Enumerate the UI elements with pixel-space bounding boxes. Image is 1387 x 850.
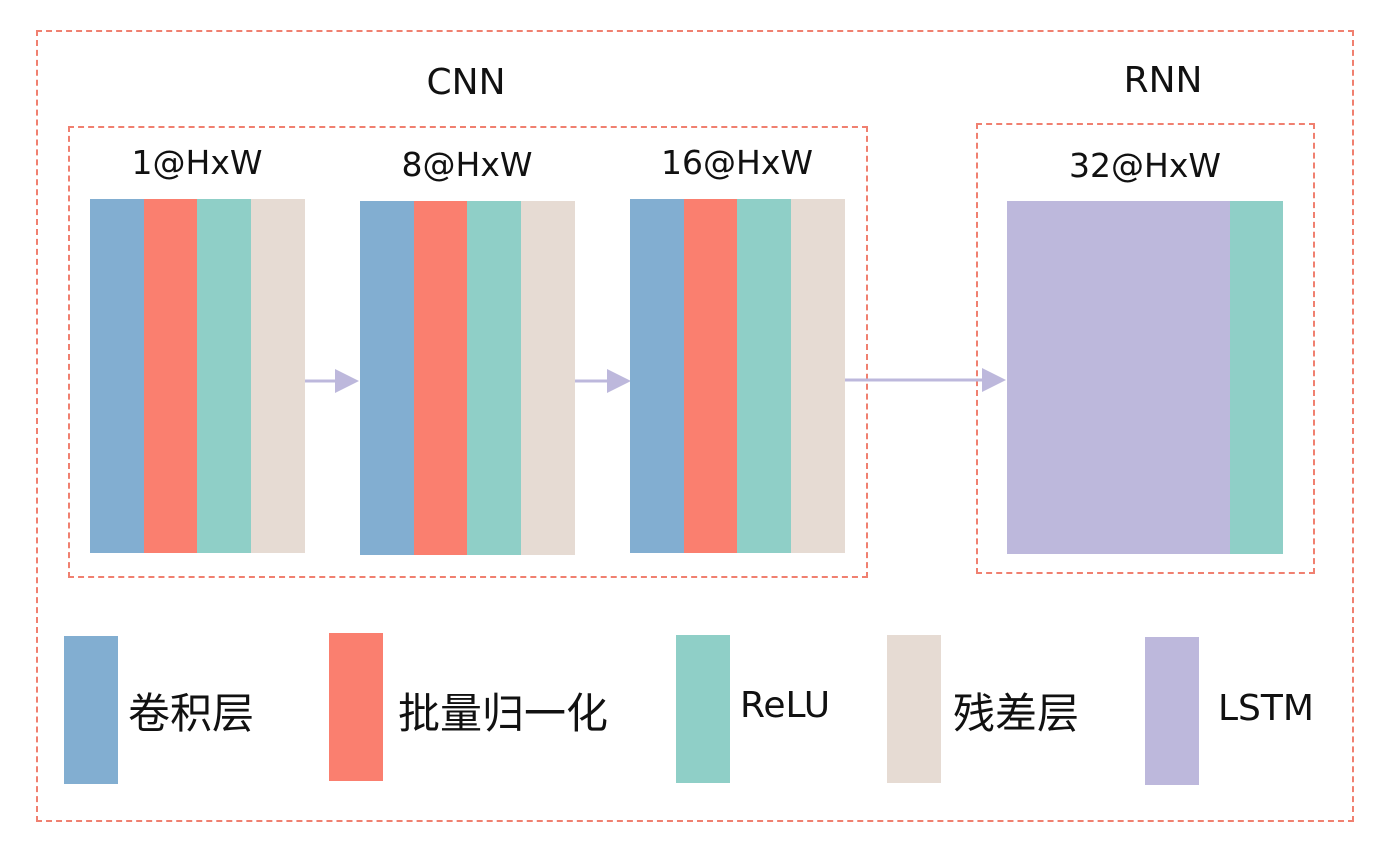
legend-label-bn: 批量归一化 xyxy=(398,689,609,738)
block-3-relu-layer xyxy=(737,199,792,553)
block-1-bn-layer xyxy=(143,199,198,553)
block-3-bn-layer xyxy=(683,199,738,553)
legend-swatch-relu xyxy=(676,635,730,783)
block-label-rnn: 32@HxW xyxy=(1069,146,1221,185)
block-2-bn-layer xyxy=(413,201,468,555)
outer-frame xyxy=(36,30,1354,822)
legend-label-lstm: LSTM xyxy=(1218,688,1314,729)
legend-swatch-bn xyxy=(329,633,383,781)
legend-swatch-residual xyxy=(887,635,941,783)
cnn-group-frame xyxy=(68,126,868,578)
block-2-relu-layer xyxy=(467,201,522,555)
rnn-lstm-layer xyxy=(1007,201,1230,554)
block-label-1: 1@HxW xyxy=(131,143,263,182)
legend-swatch-lstm xyxy=(1145,637,1199,785)
block-1-relu-layer xyxy=(197,199,252,553)
block-1-conv-layer xyxy=(90,199,144,553)
block-2-residual-layer xyxy=(520,201,575,555)
rnn-title: RNN xyxy=(1123,60,1203,101)
rnn-relu-layer xyxy=(1230,201,1283,554)
block-3-conv-layer xyxy=(630,199,684,553)
legend-label-conv: 卷积层 xyxy=(128,689,255,738)
block-2-conv-layer xyxy=(360,201,414,555)
legend-swatch-conv xyxy=(64,636,118,784)
cnn-title: CNN xyxy=(426,62,506,103)
legend-label-residual: 残差层 xyxy=(953,689,1080,738)
block-3-residual-layer xyxy=(790,199,845,553)
rnn-group-frame xyxy=(976,123,1315,574)
block-1-residual-layer xyxy=(250,199,305,553)
legend-label-relu: ReLU xyxy=(740,685,831,726)
block-label-3: 16@HxW xyxy=(661,143,813,182)
block-label-2: 8@HxW xyxy=(401,145,533,184)
